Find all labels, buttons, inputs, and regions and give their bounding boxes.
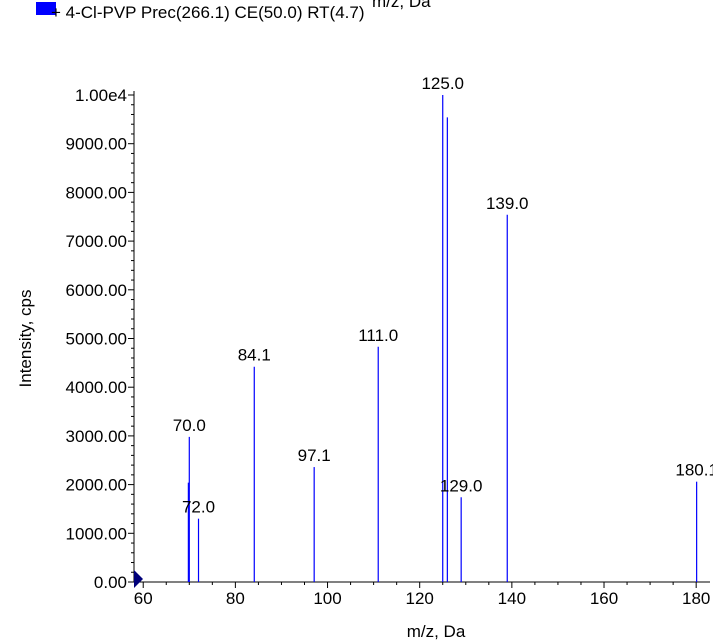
- y-tick-label: 8000.00: [66, 183, 127, 202]
- peak-label: 139.0: [486, 194, 529, 213]
- y-tick-label: 4000.00: [66, 378, 127, 397]
- x-tick-label: 100: [313, 589, 341, 608]
- y-tick-label: 5000.00: [66, 330, 127, 349]
- y-tick-label: 0.00: [94, 573, 127, 592]
- peak-label: 70.0: [173, 416, 206, 435]
- peak-label: 129.0: [440, 476, 483, 495]
- legend: [36, 2, 56, 15]
- legend-label: + 4-Cl-PVP Prec(266.1) CE(50.0) RT(4.7): [51, 3, 365, 22]
- peak-label: 180.1: [675, 461, 713, 480]
- x-tick-label: 140: [498, 589, 526, 608]
- y-tick-label: 1.00e4: [75, 86, 127, 105]
- x-tick-label: 160: [590, 589, 618, 608]
- axes: 0.00 1000.00 2000.00 3000.00 4000.00 5000.00 6…: [66, 86, 711, 608]
- x-tick-label: 180: [682, 589, 710, 608]
- y-axis-title: Intensity, cps: [16, 290, 35, 388]
- y-tick-label: 3000.00: [66, 427, 127, 446]
- peak-label: 97.1: [298, 446, 331, 465]
- peak-label: 84.1: [238, 346, 271, 365]
- peaks: [187, 95, 698, 582]
- origin-marker-icon[interactable]: [134, 570, 143, 588]
- legend-swatch-icon: [36, 2, 56, 15]
- y-tick-label: 6000.00: [66, 281, 127, 300]
- y-tick-label: 2000.00: [66, 476, 127, 495]
- x-tick-label: 120: [406, 589, 434, 608]
- x-axis-title: m/z, Da: [407, 622, 466, 641]
- y-tick-label: 7000.00: [66, 232, 127, 251]
- x-tick-label: 80: [226, 589, 245, 608]
- x-tick-label: 60: [134, 589, 153, 608]
- peak-label: 125.0: [421, 74, 464, 93]
- peak-labels: 70.0 72.0 84.1 97.1 111.0 125.0 129.0 139.0 180.…: [173, 74, 713, 517]
- peak-label: 111.0: [358, 326, 398, 345]
- y-tick-label: 9000.00: [66, 135, 127, 154]
- top-cut-text: m/z, Da: [372, 0, 431, 11]
- y-tick-label: 1000.00: [66, 524, 127, 543]
- peak-label: 72.0: [182, 498, 215, 517]
